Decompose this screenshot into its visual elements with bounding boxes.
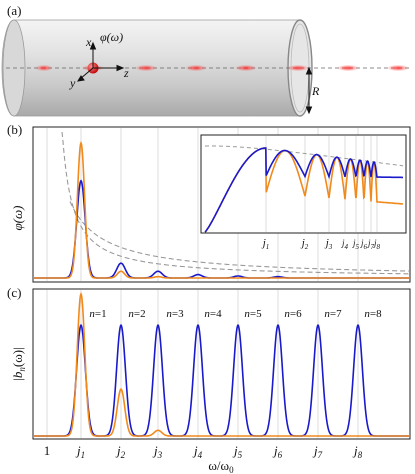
x-tick-label: 1 <box>44 443 51 458</box>
panel-b-frame <box>32 126 411 283</box>
x-tick-label: j5 <box>232 443 243 460</box>
envelope-dashed-1 <box>61 131 409 275</box>
phi-label-a: φ(ω) <box>100 30 123 44</box>
inset-tick-labels: j1 j2 j3 j4 j5 j6 j7 j8 <box>261 237 381 251</box>
bn-orange-series <box>34 291 409 437</box>
inset-tick-label: j1 <box>261 237 270 251</box>
inset-tick-label: j4 <box>341 238 349 251</box>
mode-label: n=1 <box>89 308 106 320</box>
panel-b: (b) φ(ω) j1 j2 j3 j4 j5 j6 j7 j8 <box>7 122 411 283</box>
x-tick-label: j1 <box>75 443 85 460</box>
bn-blue-series <box>34 323 409 437</box>
mode-label: n=4 <box>204 308 222 320</box>
mode-label: n=6 <box>284 308 302 320</box>
field-blobs <box>35 64 409 72</box>
x-tick-label: j8 <box>352 443 363 460</box>
inset-tick-label: j6 <box>360 238 368 251</box>
axis-z-label: z <box>123 66 129 80</box>
inset-tick-label: j2 <box>300 237 309 251</box>
axis-x-label: x <box>85 35 92 49</box>
panel-c-frame <box>32 288 411 440</box>
axis-y-label: y <box>69 76 76 90</box>
inset-tick-label: j5 <box>352 238 360 251</box>
panel-c-tag: (c) <box>7 285 21 300</box>
inset-blue-series <box>204 147 403 233</box>
x-tick-label: j7 <box>312 443 323 460</box>
envelope-dashed-2 <box>69 201 409 272</box>
mode-label: n=5 <box>244 308 262 320</box>
radius-arrow <box>305 66 313 115</box>
panel-a: (a) x z y φ(ω) R <box>1 3 410 117</box>
field-blob <box>35 64 53 72</box>
inset-envelope-dashed <box>205 145 404 167</box>
panel-c-gridlines <box>46 290 359 438</box>
x-tick-label: j3 <box>152 443 163 460</box>
panel-c: (c) |bn(ω)| n=1 n=2 n=3 n=4 n=5 n=6 n=7 n=8 1 j1… <box>7 285 411 474</box>
x-tick-label: j4 <box>192 443 203 460</box>
panel-c-ylabel: |bn(ω)| <box>10 347 27 380</box>
inset-tick-label: j3 <box>324 237 333 251</box>
field-blob <box>135 64 157 72</box>
field-blob <box>287 64 309 72</box>
field-blob <box>337 64 359 72</box>
radius-label: R <box>311 84 320 98</box>
phi-orange-series <box>34 140 409 279</box>
x-tick-label: j2 <box>115 443 126 460</box>
panel-b-inset: j1 j2 j3 j4 j5 j6 j7 j8 <box>200 134 407 251</box>
x-tick-labels: 1 j1 j2 j3 j4 j5 j6 j7 j8 <box>44 443 363 460</box>
field-blob <box>235 64 257 72</box>
mode-labels: n=1 n=2 n=3 n=4 n=5 n=6 n=7 n=8 <box>89 308 382 320</box>
panel-b-ylabel: φ(ω) <box>10 205 25 230</box>
inset-tick-label: j7 <box>367 238 375 251</box>
x-axis-label: ω/ω0 <box>208 458 234 474</box>
coordinate-axes <box>77 41 125 82</box>
mode-label: n=3 <box>166 308 184 320</box>
panel-a-tag: (a) <box>7 3 21 18</box>
mode-label: n=2 <box>128 308 145 320</box>
field-blob <box>185 64 207 72</box>
x-tick-label: j6 <box>272 443 283 460</box>
mode-label: n=7 <box>324 308 342 320</box>
mode-label: n=8 <box>364 308 382 320</box>
field-blob <box>387 64 409 72</box>
inset-tick-label: j8 <box>373 238 381 251</box>
panel-b-tag: (b) <box>7 122 22 137</box>
